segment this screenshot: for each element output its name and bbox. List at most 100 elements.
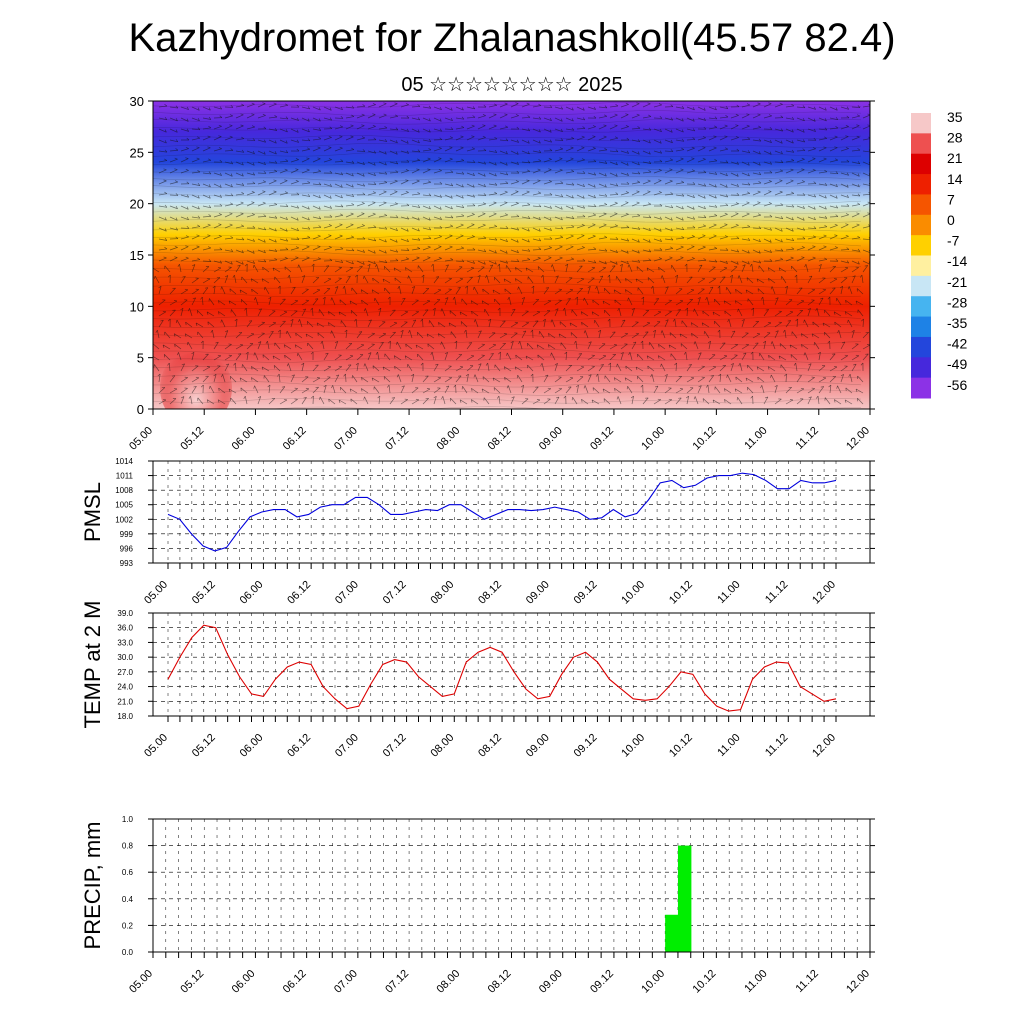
wind-barb: [345, 149, 354, 152]
wind-barb: [532, 399, 541, 405]
wind-barb: [224, 237, 233, 240]
wind-barb: [312, 183, 321, 186]
wind-barb-flag: [626, 172, 629, 176]
wind-barb-flag: [497, 263, 500, 267]
wind-barb: [488, 332, 496, 339]
wind-barb: [251, 366, 259, 372]
wind-barb-flag: [340, 159, 344, 162]
wind-barb: [228, 388, 237, 394]
wind-barb: [168, 363, 171, 372]
wind-barb-flag: [560, 226, 564, 230]
wind-barb: [202, 183, 211, 188]
wind-barb-flag: [625, 201, 629, 203]
y-tick-label: 10: [130, 299, 144, 314]
wind-barb: [202, 194, 211, 199]
wind-barb-flag: [615, 136, 618, 139]
wind-barb-flag: [362, 192, 366, 195]
wind-barb: [730, 203, 739, 207]
wind-barb-flag: [793, 362, 797, 366]
wind-barb: [345, 267, 354, 273]
time-tick-label: 12.00: [810, 732, 838, 760]
wind-barb: [730, 363, 734, 372]
wind-barb-flag: [538, 103, 542, 106]
wind-barb: [224, 363, 230, 372]
wind-barb-flag: [615, 249, 618, 253]
wind-barb: [862, 265, 868, 273]
wind-barb: [807, 106, 816, 110]
wind-barb: [576, 288, 583, 295]
wind-barb-flag: [669, 168, 673, 171]
wind-barb-flag: [550, 264, 553, 268]
wind-barb-flag: [274, 160, 278, 164]
time-tick-label: 10.00: [619, 579, 647, 607]
wind-barb: [180, 363, 185, 372]
wind-barb-flag: [742, 264, 746, 267]
wind-barb: [587, 260, 596, 264]
wind-barb-flag: [174, 245, 178, 248]
wind-barb-flag: [824, 107, 827, 111]
wind-barb: [422, 169, 431, 174]
wind-barb-flag: [306, 168, 310, 171]
wind-barb: [708, 286, 714, 295]
wind-barb-flag: [355, 362, 359, 366]
wind-barb-flag: [471, 235, 475, 237]
wind-barb: [499, 351, 501, 361]
wind-barb: [804, 319, 809, 328]
wind-barb-flag: [277, 285, 281, 289]
wind-barb-flag: [646, 322, 650, 324]
wind-barb-flag: [233, 362, 236, 366]
wind-barb-flag: [549, 236, 553, 240]
wind-barb: [422, 128, 431, 133]
wind-barb-flag: [320, 341, 323, 344]
wind-barb-flag: [691, 169, 695, 172]
wind-barb-flag: [362, 261, 365, 265]
wind-barb-flag: [417, 228, 420, 232]
wind-barb-flag: [470, 267, 475, 269]
wind-barb-flag: [267, 384, 271, 388]
wind-barb-flag: [212, 285, 216, 289]
wind-barb: [609, 260, 618, 265]
wind-barb: [752, 191, 761, 196]
wind-barb: [724, 388, 732, 394]
wind-barb: [224, 249, 233, 252]
wind-barb: [527, 364, 534, 372]
y-tick-label: 18.0: [117, 712, 133, 721]
wind-barb-flag: [465, 373, 469, 377]
wind-barb-flag: [325, 352, 329, 355]
wind-barb-flag: [835, 117, 839, 120]
wind-barb: [515, 278, 523, 284]
wind-barb-flag: [593, 184, 596, 188]
wind-barb: [345, 364, 352, 372]
wind-barb-flag: [373, 162, 376, 166]
y-tick-label: 21.0: [117, 697, 133, 706]
wind-barb: [455, 117, 464, 120]
wind-barb: [191, 128, 200, 131]
wind-barb: [312, 377, 321, 383]
wind-barb-flag: [746, 103, 750, 106]
y-tick-label: 1011: [116, 472, 134, 481]
wind-barb-flag: [162, 310, 166, 313]
wind-barb: [521, 330, 527, 339]
wind-barb-flag: [351, 184, 354, 188]
wind-barb-flag: [208, 116, 212, 120]
wind-barb-flag: [158, 285, 162, 289]
wind-barb: [455, 235, 464, 240]
wind-barb: [697, 183, 706, 187]
wind-barb-flag: [318, 118, 321, 122]
wind-barb-flag: [779, 179, 783, 182]
wind-barb-flag: [218, 213, 222, 215]
time-tick-label: 05.00: [127, 425, 155, 453]
wind-barb: [741, 172, 750, 177]
wind-barb: [780, 364, 787, 372]
wind-barb: [738, 308, 743, 317]
wind-barb: [664, 399, 672, 405]
wind-barb: [411, 257, 420, 262]
wind-barb: [592, 299, 600, 306]
wind-barb-flag: [197, 206, 200, 210]
wind-barb: [345, 161, 354, 164]
wind-barb: [246, 114, 255, 119]
wind-barb: [565, 128, 574, 131]
wind-barb: [191, 226, 200, 229]
wind-barb: [635, 278, 644, 284]
wind-barb-flag: [631, 308, 635, 311]
